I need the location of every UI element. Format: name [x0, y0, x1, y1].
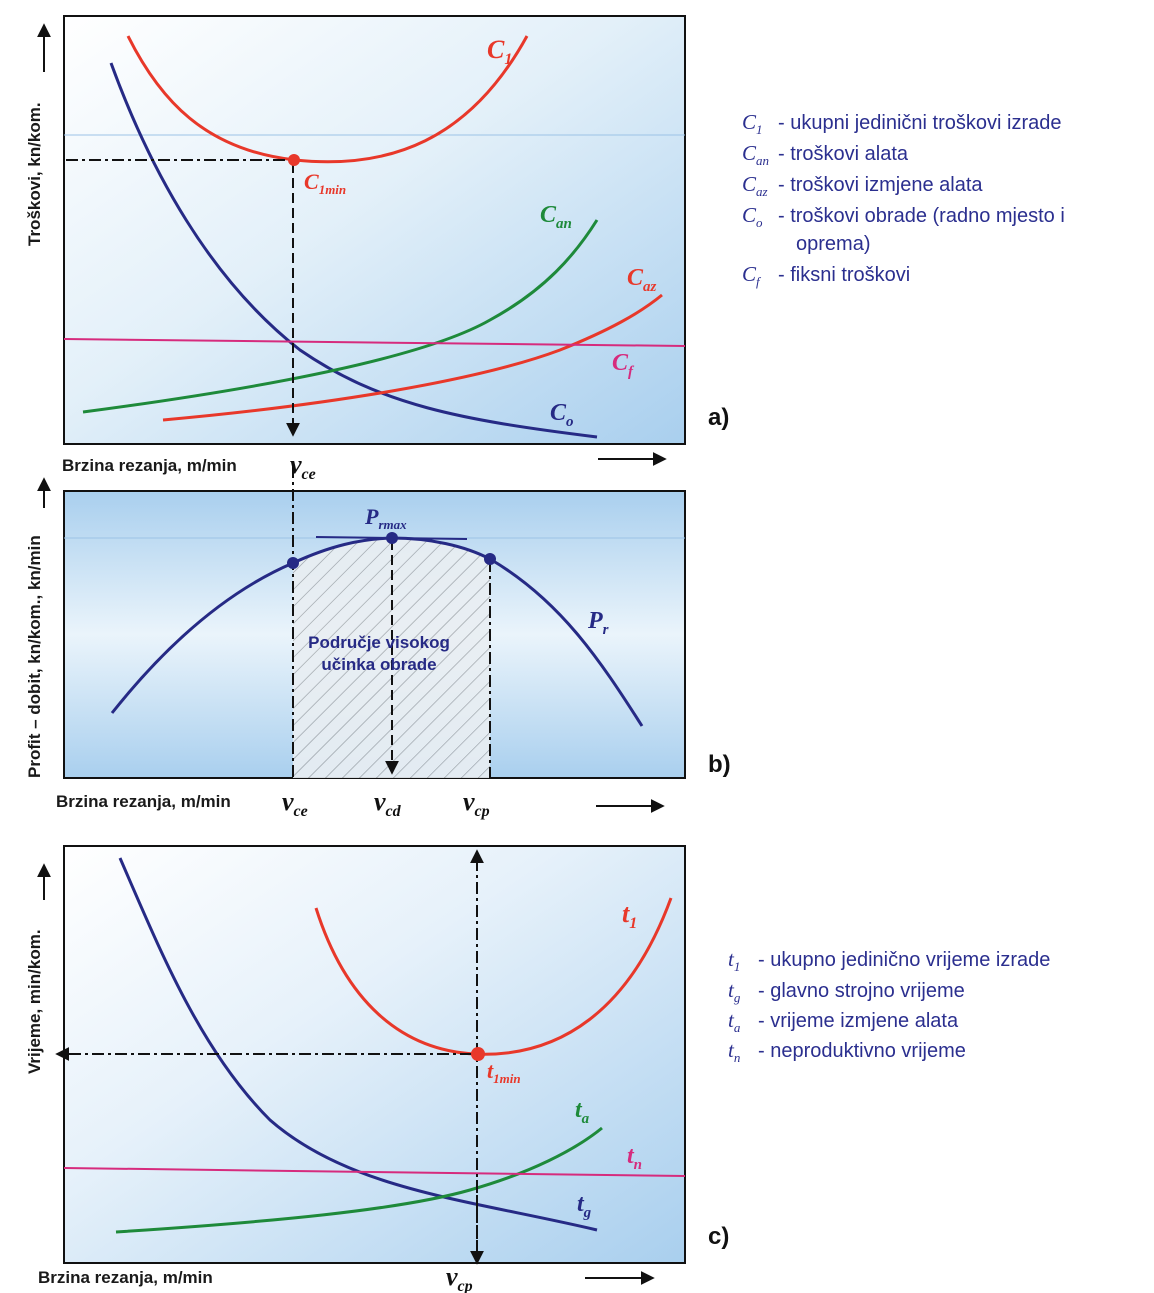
curve-caz [162, 293, 663, 422]
legend-a-text-2: - troškovi izmjene alata [778, 174, 983, 196]
panel-c-y-axis-label: Vrijeme, min/kom. [25, 929, 44, 1074]
legend-a-text-0: - ukupni jedinični troškovi izrade [778, 112, 1061, 134]
legend-c-text-2: - vrijeme izmjene alata [758, 1010, 959, 1032]
legend-c-sym-3: tn [728, 1038, 740, 1065]
hatched-region [293, 538, 490, 778]
legend-a-sym-3: Co [742, 203, 763, 230]
panel-a-legend: C1 - ukupni jedinični troškovi izrade Ca… [742, 110, 1065, 289]
panel-a-y-axis-label: Troškovi, kn/kom. [25, 102, 44, 246]
line-cf [63, 338, 686, 347]
curve-can [82, 219, 599, 414]
curve-co [109, 62, 598, 439]
label-pr: Pr [587, 608, 609, 638]
label-c1: C1 [487, 35, 512, 68]
label-t1: t1 [622, 899, 637, 932]
legend-a-sym-1: Can [742, 141, 769, 168]
legend-a-sym-2: Caz [742, 172, 768, 199]
region-label-line1: Područje visokog [308, 633, 450, 652]
region-label-line2: učinka obrade [321, 655, 436, 674]
panel-a-x-axis-label: Brzina rezanja, m/min [62, 456, 237, 475]
point-c1min [288, 154, 300, 166]
point-prmax [386, 532, 398, 544]
legend-a-text-3: - troškovi obrade (radno mjesto i [778, 205, 1065, 227]
legend-c-sym-2: ta [728, 1008, 741, 1035]
label-ta: ta [575, 1097, 590, 1127]
label-caz: Caz [627, 265, 657, 295]
panel-c: t1 t1min ta tn tg Vrijeme, min/kom. Brzi… [25, 845, 1050, 1293]
label-tg: tg [577, 1191, 592, 1221]
panel-a-frame [63, 15, 686, 445]
panel-c-x-axis-label: Brzina rezanja, m/min [38, 1268, 213, 1287]
panel-b-y-axis-label: Profit – dobit, kn/kom., kn/min [25, 535, 44, 778]
panel-c-x-marker-vcp: vcp [446, 1262, 473, 1293]
legend-c-text-3: - neproduktivno vrijeme [758, 1040, 966, 1062]
label-cf: Cf [612, 350, 635, 380]
point-t1min [471, 1047, 485, 1061]
label-c1min: C1min [304, 169, 346, 197]
panel-c-legend: t1 - ukupno jedinično vrijeme izrade tg … [728, 947, 1050, 1065]
label-t1min: t1min [487, 1058, 521, 1086]
legend-a-text-4: - fiksni troškovi [778, 264, 910, 286]
point-vce [287, 557, 299, 569]
panel-b: Prmax Pr Područje visokog učinka obrade … [25, 466, 731, 820]
curve-tg [118, 857, 598, 1232]
panel-b-x-axis-label: Brzina rezanja, m/min [56, 792, 231, 811]
panel-b-x-marker-vcd: vcd [374, 787, 402, 820]
legend-a-sym-0: C1 [742, 110, 763, 137]
label-can: Can [540, 202, 572, 232]
panel-b-x-marker-vce: vce [282, 787, 308, 820]
panel-b-tag: b) [708, 751, 731, 778]
curve-ta [115, 1126, 603, 1234]
panel-b-x-marker-vcp: vcp [463, 787, 490, 820]
legend-a-sym-4: Cf [742, 262, 762, 289]
legend-c-text-0: - ukupno jedinično vrijeme izrade [758, 949, 1050, 971]
point-vcp [484, 553, 496, 565]
legend-c-sym-1: tg [728, 978, 741, 1005]
panel-a-tag: a) [708, 404, 729, 431]
label-tn: tn [627, 1143, 642, 1173]
panel-c-tag: c) [708, 1223, 729, 1250]
legend-c-text-1: - glavno strojno vrijeme [758, 980, 965, 1002]
legend-c-sym-0: t1 [728, 947, 740, 974]
label-co: Co [550, 400, 574, 430]
label-prmax: Prmax [364, 504, 407, 532]
legend-a-text-3-cont: oprema) [796, 233, 870, 255]
panel-a: C1 C1min Can Caz Cf Co Troškovi, kn/kom.… [25, 15, 1065, 483]
legend-a-text-1: - troškovi alata [778, 143, 909, 165]
line-tn [63, 1167, 686, 1177]
